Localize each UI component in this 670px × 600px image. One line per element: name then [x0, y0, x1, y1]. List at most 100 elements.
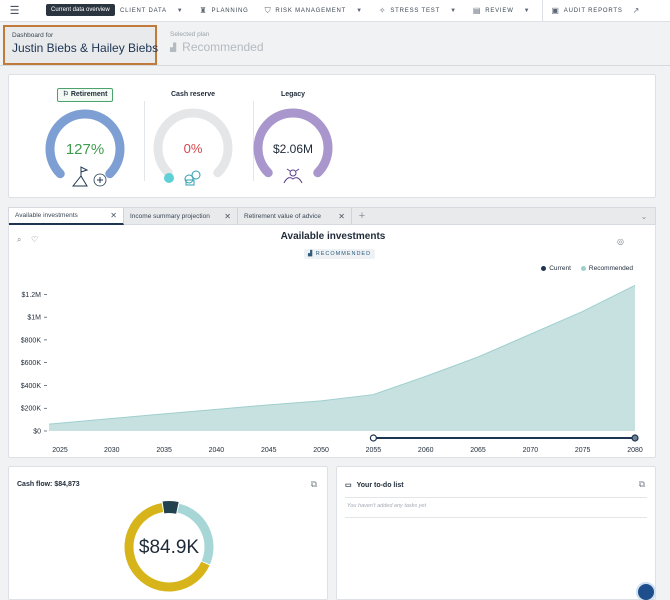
chart-legend: Current Recommended [541, 265, 633, 272]
y-tick-label: $1.2M [22, 292, 42, 299]
x-tick-label: 2025 [52, 447, 68, 454]
nav-label: Audit reports [563, 7, 623, 14]
menu-icon[interactable]: ☰ [9, 5, 21, 17]
tab-retirement-value-of-advice[interactable]: Retirement value of advice ✕ [238, 208, 352, 225]
goal-divider [144, 101, 145, 181]
chevron-down-icon: ▼ [450, 7, 457, 14]
x-tick-label: 2035 [156, 447, 172, 454]
external-link-icon: ↗ [632, 6, 641, 15]
nav-label: Client data [119, 7, 167, 14]
nav-label: Risk management [275, 7, 347, 14]
y-tick-label: $1M [27, 315, 41, 322]
y-tick-label: $800K [21, 337, 42, 344]
selected-plan[interactable]: Selected plan ▟ Recommended [170, 31, 264, 54]
nav-audit-reports[interactable]: ▣ Audit reports ↗ [543, 0, 648, 22]
y-tick-label: $400K [21, 383, 42, 390]
tab-income-summary-projection[interactable]: Income summary projection ✕ [124, 208, 238, 225]
nav-review[interactable]: ▤ Review ▼ [465, 0, 539, 22]
nav-label: Review [485, 7, 514, 14]
series-recommended-area [49, 285, 635, 431]
divider [345, 497, 647, 498]
x-tick-label: 2065 [470, 447, 486, 454]
legend-current[interactable]: Current [541, 265, 571, 272]
tooltip: Current data overview [46, 4, 115, 16]
mountain-flag-icon [71, 166, 89, 187]
tab-label: Retirement value of advice [244, 213, 321, 220]
x-tick-label: 2040 [209, 447, 225, 454]
todo-title: Your to-do list [356, 481, 404, 489]
y-tick-label: $0 [33, 429, 41, 436]
nav-stress-test[interactable]: ✧ Stress test ▼ [371, 0, 465, 22]
page-header: Dashboard for Justin Biebs & Hailey Bieb… [0, 22, 670, 66]
plan-name: Recommended [182, 40, 264, 54]
goal-cash-reserve[interactable]: Cash reserve 0% [143, 83, 243, 193]
goal-value: $2.06M [273, 142, 313, 156]
cashflow-center-value: $84.9K [139, 537, 200, 558]
todo-empty-text: You haven't added any tasks yet [347, 503, 427, 509]
goal-value: 127% [66, 141, 104, 158]
expand-icon[interactable]: ⧉ [638, 479, 645, 489]
zoom-icon[interactable]: ⌕ [17, 235, 22, 244]
nav-divider [542, 0, 544, 22]
add-goal-icon[interactable] [93, 173, 107, 187]
x-tick-label: 2055 [366, 447, 382, 454]
tab-bar: Available investments ✕ Income summary p… [8, 207, 656, 225]
nav-label: Stress test [390, 7, 441, 14]
heart-icon[interactable]: ♡ [31, 235, 39, 244]
goal-title: Legacy [280, 91, 306, 98]
area-chart: $0 $200K $400K $600K $800K $1M $1.2M 2025 2030 20… [21, 284, 643, 454]
retirement-gauge: 127% [45, 109, 125, 187]
tab-label: Income summary projection [130, 213, 210, 220]
x-tick-label: 2070 [523, 447, 539, 454]
assistant-button[interactable] [636, 582, 656, 600]
close-icon[interactable]: ✕ [224, 212, 231, 221]
goal-divider [253, 101, 254, 181]
settings-icon[interactable]: ◎ [617, 237, 624, 246]
plan-label: Selected plan [170, 31, 210, 38]
goal-legacy[interactable]: Legacy $2.06M [243, 83, 343, 193]
chevron-down-icon: ▼ [176, 7, 184, 14]
tab-label: Available investments [15, 212, 78, 219]
goals-card: ⚐ Retirement 127% Cash reserve 0% [8, 74, 656, 198]
cashflow-card: Cash flow: $84,873 ⧉ $84.9K [8, 466, 328, 600]
planning-icon: ♜ [199, 6, 208, 15]
shield-icon: ⛉ [264, 5, 272, 15]
goal-flag-icon: ⚐ [62, 91, 71, 98]
y-tick-label: $600K [21, 360, 42, 367]
goal-retirement[interactable]: ⚐ Retirement 127% [35, 83, 135, 194]
x-tick-label: 2045 [261, 447, 277, 454]
donut-segment-teal[interactable] [177, 503, 214, 565]
donut-segment-gold[interactable] [124, 503, 210, 592]
nav-risk-management[interactable]: ⛉ Risk management ▼ [257, 0, 371, 22]
x-tick-label: 2075 [575, 447, 591, 454]
dashboard-client-selector[interactable]: Dashboard for Justin Biebs & Hailey Bieb… [3, 25, 158, 65]
cashflow-title: Cash flow: $84,873 [17, 481, 80, 488]
chart-bar-icon: ▟ [170, 42, 177, 52]
x-tick-label: 2050 [313, 447, 329, 454]
legend-recommended[interactable]: Recommended [580, 265, 633, 272]
chevron-down-icon[interactable]: ⌄ [640, 211, 648, 221]
close-icon[interactable]: ✕ [110, 211, 117, 220]
add-tab-icon[interactable]: + [358, 210, 366, 222]
expand-icon[interactable]: ⧉ [310, 479, 317, 489]
investments-chart-card: ⌕ ♡ Available investments ▟ RECOMMENDED … [8, 225, 656, 458]
review-icon: ▤ [472, 6, 482, 15]
range-slider-start-handle[interactable] [369, 434, 377, 442]
y-tick-label: $200K [21, 406, 42, 413]
status-dot [164, 173, 174, 183]
series-recommended-line [48, 284, 636, 425]
goal-value: 0% [184, 141, 203, 156]
nav-label: Planning [211, 7, 249, 14]
tab-available-investments[interactable]: Available investments ✕ [9, 208, 124, 225]
audit-icon: ▣ [551, 6, 560, 15]
goal-title: ⚐ Retirement [56, 88, 114, 102]
clipboard-icon: ▭ [345, 482, 352, 489]
range-slider-end-handle[interactable] [631, 434, 639, 442]
close-icon[interactable]: ✕ [338, 212, 345, 221]
donut-segment-dark[interactable] [162, 501, 179, 514]
nav-planning[interactable]: ♜ Planning [192, 0, 257, 22]
top-nav: ☰ ⚇ Client data ▼ ♜ Planning ⛉ Risk mana… [0, 0, 670, 22]
cashflow-donut: $84.9K [124, 501, 214, 592]
x-tick-label: 2060 [418, 447, 434, 454]
todo-card: ▭ Your to-do list ⧉ You haven't added an… [336, 466, 656, 600]
